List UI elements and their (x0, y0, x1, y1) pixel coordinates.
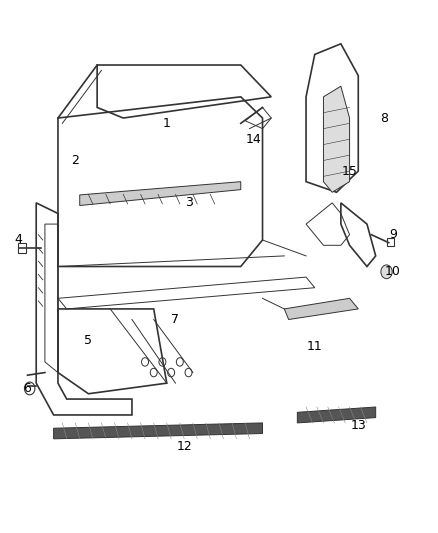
Polygon shape (297, 407, 376, 423)
Text: 14: 14 (246, 133, 261, 146)
Text: 11: 11 (307, 340, 323, 352)
Text: 9: 9 (389, 228, 397, 241)
Bar (18, 243, 26, 253)
Text: 8: 8 (380, 111, 389, 125)
Text: 15: 15 (342, 165, 357, 177)
Text: 5: 5 (85, 334, 92, 347)
Text: 1: 1 (163, 117, 171, 130)
Polygon shape (80, 182, 241, 206)
Polygon shape (323, 86, 350, 192)
Bar (387, 238, 394, 246)
Text: 13: 13 (350, 419, 366, 432)
Polygon shape (284, 298, 358, 319)
Circle shape (381, 265, 392, 279)
Text: 6: 6 (24, 382, 32, 395)
Text: 7: 7 (172, 313, 180, 326)
Text: 4: 4 (15, 233, 23, 246)
Text: 3: 3 (184, 196, 192, 209)
Text: 12: 12 (177, 440, 192, 453)
Text: 10: 10 (385, 265, 401, 278)
Text: 2: 2 (71, 154, 79, 167)
Polygon shape (53, 423, 262, 439)
